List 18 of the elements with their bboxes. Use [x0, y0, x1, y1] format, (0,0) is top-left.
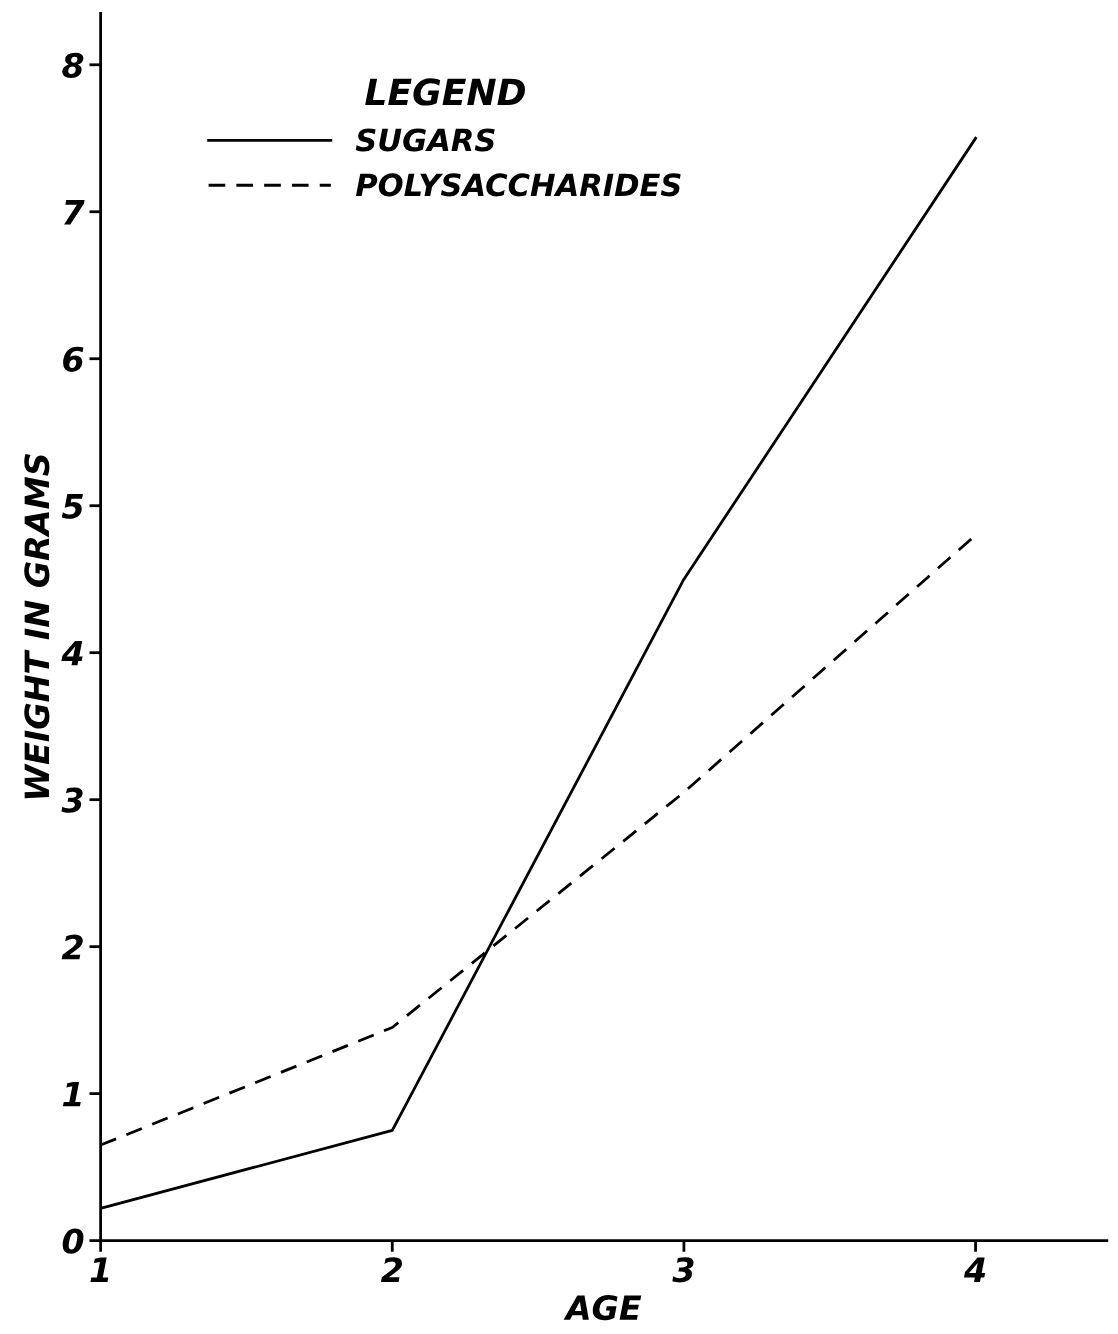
- y-tick-label: 5: [61, 494, 83, 519]
- y-tick-label: 8: [62, 52, 84, 78]
- x-tick-label: 3: [672, 1257, 694, 1283]
- legend-title: LEGEND: [365, 78, 525, 106]
- x-tick-label: 1: [90, 1257, 109, 1282]
- x-tick-label: 4: [963, 1257, 986, 1282]
- legend-label: POLYSACCHARIDES: [355, 173, 681, 197]
- y-axis-title: WEIGHT IN GRAMS: [24, 454, 50, 799]
- legend-label: SUGARS: [355, 128, 495, 152]
- y-tick-label: 0: [62, 1228, 84, 1254]
- y-tick-label: 6: [63, 346, 84, 372]
- y-tick-label: 4: [61, 641, 83, 666]
- y-tick-label: 2: [61, 934, 83, 960]
- y-tick-label: 1: [62, 1082, 81, 1107]
- x-axis-title: AGE: [563, 1295, 642, 1321]
- y-tick-label: 3: [61, 787, 83, 813]
- y-tick-label: 7: [64, 200, 85, 225]
- x-tick-label: 2: [380, 1257, 403, 1282]
